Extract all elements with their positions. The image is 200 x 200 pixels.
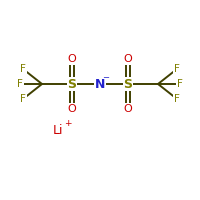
- Text: O: O: [124, 104, 132, 114]
- Text: F: F: [177, 79, 183, 89]
- Text: O: O: [68, 104, 76, 114]
- Text: O: O: [68, 54, 76, 64]
- Text: −: −: [102, 73, 109, 82]
- Text: F: F: [174, 94, 180, 104]
- Text: Li: Li: [53, 123, 63, 136]
- Text: F: F: [20, 64, 26, 74]
- Text: S: S: [68, 77, 76, 90]
- Text: N: N: [95, 77, 105, 90]
- Text: F: F: [20, 94, 26, 104]
- Text: F: F: [17, 79, 23, 89]
- Text: +: +: [64, 119, 72, 129]
- Text: S: S: [124, 77, 132, 90]
- Text: F: F: [174, 64, 180, 74]
- Text: O: O: [124, 54, 132, 64]
